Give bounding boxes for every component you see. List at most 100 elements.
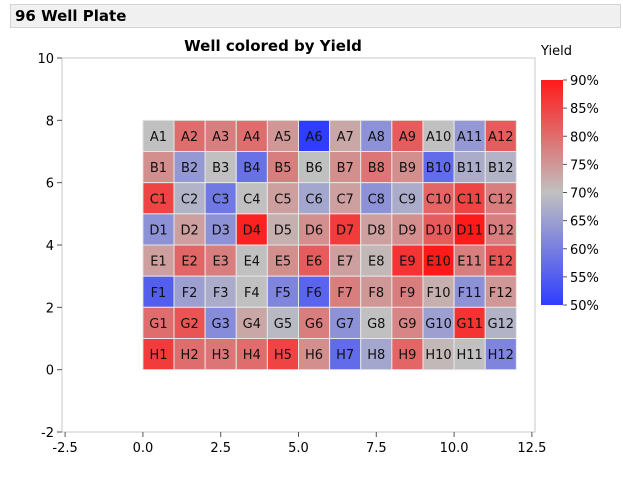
well-D2: D2 bbox=[173, 213, 206, 246]
well-H8: H8 bbox=[360, 338, 393, 371]
well-C5: C5 bbox=[266, 182, 300, 215]
panel-title: 96 Well Plate bbox=[15, 7, 127, 25]
well-cell bbox=[298, 244, 331, 277]
legend-tick-label: 65% bbox=[570, 215, 599, 230]
well-B1: B1 bbox=[142, 151, 175, 184]
panel-header[interactable]: 96 Well Plate bbox=[10, 4, 621, 28]
well-F2: F2 bbox=[173, 275, 206, 308]
well-D5: D5 bbox=[266, 213, 300, 246]
well-label: E5 bbox=[275, 255, 292, 270]
well-F8: F8 bbox=[360, 275, 393, 308]
well-label: C9 bbox=[399, 192, 416, 207]
well-label: C8 bbox=[368, 192, 385, 207]
well-label: B8 bbox=[368, 161, 385, 176]
well-C6: C6 bbox=[298, 182, 331, 215]
well-cell bbox=[204, 244, 237, 277]
well-D1: D1 bbox=[142, 213, 175, 246]
x-tick-label: -2.5 bbox=[52, 441, 77, 456]
well-label: H6 bbox=[305, 348, 323, 363]
well-label: F8 bbox=[368, 286, 384, 301]
well-C4: C4 bbox=[235, 182, 268, 215]
well-label: C6 bbox=[305, 192, 322, 207]
well-label: B6 bbox=[305, 161, 322, 176]
well-cell bbox=[391, 338, 424, 371]
well-cell bbox=[391, 244, 424, 277]
x-tick-label: 7.5 bbox=[366, 441, 387, 456]
well-cell bbox=[484, 119, 517, 153]
well-E12: E12 bbox=[484, 244, 517, 277]
well-cell bbox=[142, 151, 175, 184]
well-cell bbox=[298, 213, 331, 246]
legend-tick-label: 90% bbox=[570, 74, 599, 89]
well-label: E10 bbox=[426, 255, 451, 270]
well-label: B11 bbox=[457, 161, 482, 176]
well-C8: C8 bbox=[360, 182, 393, 215]
well-label: G3 bbox=[212, 317, 230, 332]
well-label: H4 bbox=[243, 348, 261, 363]
y-tick-label: 0 bbox=[46, 364, 54, 379]
well-cell bbox=[484, 213, 517, 246]
well-label: H11 bbox=[456, 348, 482, 363]
well-cell bbox=[204, 306, 237, 340]
well-A8: A8 bbox=[360, 119, 393, 153]
well-label: D12 bbox=[487, 223, 514, 238]
well-A9: A9 bbox=[391, 119, 424, 153]
well-A4: A4 bbox=[235, 119, 268, 153]
well-label: C10 bbox=[426, 192, 452, 207]
well-cell bbox=[204, 213, 237, 246]
well-label: H2 bbox=[181, 348, 199, 363]
well-C3: C3 bbox=[204, 182, 237, 215]
well-F12: F12 bbox=[484, 275, 517, 308]
well-label: G12 bbox=[487, 317, 514, 332]
well-G9: G9 bbox=[391, 306, 424, 340]
well-A12: A12 bbox=[484, 119, 517, 153]
well-cell bbox=[204, 182, 237, 215]
legend-title: Yield bbox=[540, 44, 572, 59]
well-cell bbox=[422, 213, 455, 246]
chart-title: Well colored by Yield bbox=[184, 37, 362, 55]
well-D9: D9 bbox=[391, 213, 424, 246]
well-F5: F5 bbox=[266, 275, 300, 308]
well-B10: B10 bbox=[422, 151, 455, 184]
well-E4: E4 bbox=[235, 244, 268, 277]
y-tick-label: 4 bbox=[46, 239, 54, 254]
well-label: E12 bbox=[488, 255, 513, 270]
legend-tick-label: 50% bbox=[570, 299, 599, 314]
well-cell bbox=[453, 275, 486, 308]
well-cell bbox=[298, 119, 331, 153]
well-B6: B6 bbox=[298, 151, 331, 184]
well-G10: G10 bbox=[422, 306, 455, 340]
well-B4: B4 bbox=[235, 151, 268, 184]
well-cell bbox=[266, 275, 300, 308]
well-cell bbox=[453, 338, 486, 371]
well-label: H12 bbox=[488, 348, 514, 363]
well-B8: B8 bbox=[360, 151, 393, 184]
well-A1: A1 bbox=[142, 119, 175, 153]
y-tick-label: -2 bbox=[41, 426, 54, 441]
well-label: B2 bbox=[181, 161, 198, 176]
well-H7: H7 bbox=[329, 338, 362, 371]
well-label: F12 bbox=[489, 286, 513, 301]
well-G6: G6 bbox=[298, 306, 331, 340]
well-label: F10 bbox=[427, 286, 451, 301]
well-label: H7 bbox=[336, 348, 354, 363]
well-cell bbox=[453, 151, 486, 184]
well-G1: G1 bbox=[142, 306, 175, 340]
well-B9: B9 bbox=[391, 151, 424, 184]
y-tick-label: 10 bbox=[37, 52, 54, 67]
well-label: F2 bbox=[182, 286, 198, 301]
well-label: A4 bbox=[243, 130, 260, 145]
well-label: A2 bbox=[181, 130, 198, 145]
well-D10: D10 bbox=[422, 213, 455, 246]
well-A11: A11 bbox=[453, 119, 486, 153]
well-label: A6 bbox=[305, 130, 322, 145]
well-label: F7 bbox=[337, 286, 353, 301]
well-label: C12 bbox=[488, 192, 514, 207]
well-A7: A7 bbox=[329, 119, 362, 153]
well-cell bbox=[329, 275, 362, 308]
well-B3: B3 bbox=[204, 151, 237, 184]
well-A2: A2 bbox=[173, 119, 206, 153]
well-E6: E6 bbox=[298, 244, 331, 277]
well-D11: D11 bbox=[453, 213, 486, 246]
well-label: E6 bbox=[306, 255, 323, 270]
